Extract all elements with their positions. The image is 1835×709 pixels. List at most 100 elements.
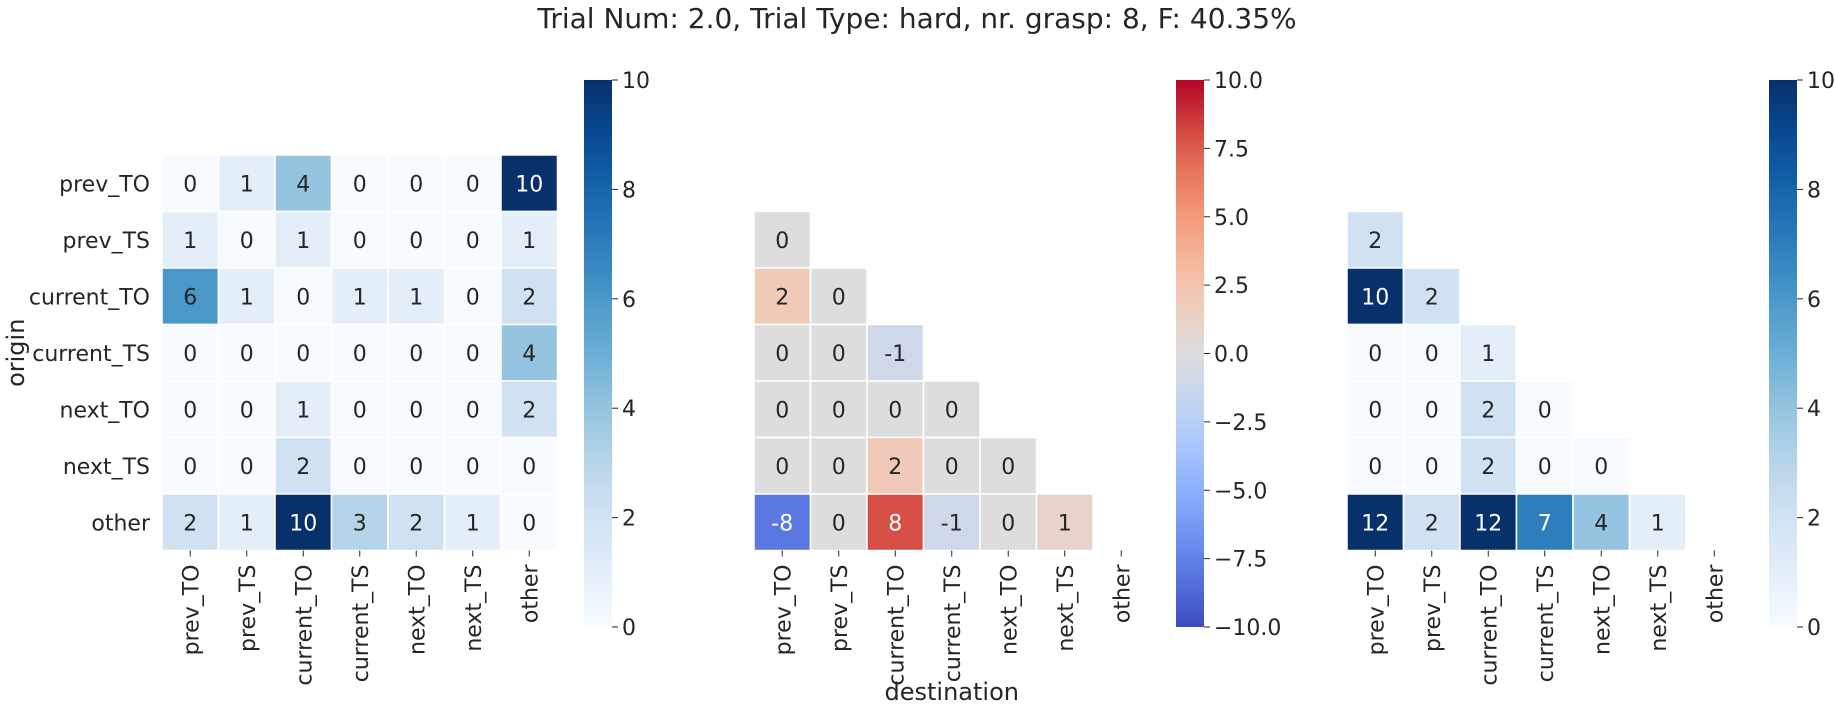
colorbar-tick-label: −2.5 (1214, 411, 1267, 436)
heatmap-cell (809, 493, 868, 552)
colorbar-tick-label: 7.5 (1214, 137, 1249, 162)
column-tick-label: next_TS (1647, 565, 1672, 652)
heatmap-panels: 0 1 4 0 0 0 101 0 1 0 0 0 16 1 0 1 1 0 20 0 0 0 0 0 40 0 1 0 0 0 20 0 2 0… (2, 69, 1835, 706)
y-axis-label: origin (2, 319, 30, 387)
heatmap-cell (809, 267, 868, 326)
cell-value-label: 2 (522, 398, 536, 423)
heatmap-cell (274, 380, 333, 439)
heatmap-cell (443, 493, 502, 552)
cell-value-label: 0 (775, 342, 789, 367)
row-tick-label: next_TO (60, 398, 151, 423)
cell-value-label: -1 (884, 342, 906, 367)
cell-value-label: 0 (1425, 455, 1439, 480)
colorbar-tick-label: 10 (1807, 69, 1835, 94)
cell-value-label: 1 (1481, 342, 1495, 367)
heatmap-cell (330, 267, 389, 326)
column-tick-label: next_TO (405, 565, 430, 656)
colorbar-tick-label: 2 (622, 507, 636, 532)
cell-value-label: 0 (409, 172, 423, 197)
cell-value-label: 0 (409, 455, 423, 480)
column-tick-label: other (518, 564, 543, 624)
cell-value-label: 0 (409, 342, 423, 367)
column-tick-label: prev_TO (179, 565, 204, 656)
cell-value-label: 0 (1368, 398, 1382, 423)
cell-value-label: 4 (296, 172, 310, 197)
cell-value-label: 1 (522, 229, 536, 254)
cell-value-label: 0 (409, 229, 423, 254)
heatmap-cell (1459, 323, 1518, 382)
heatmap-cell (979, 493, 1038, 552)
cell-value-label: 2 (183, 511, 197, 536)
heatmap-cell (500, 493, 559, 552)
heatmap-cell (866, 493, 925, 552)
cell-value-label: 0 (183, 455, 197, 480)
column-tick-label: prev_TS (236, 565, 261, 652)
cell-value-label: 0 (522, 511, 536, 536)
heatmap-cell (500, 323, 559, 382)
cell-value-label: 1 (409, 285, 423, 310)
heatmap-cell (443, 267, 502, 326)
heatmap-cell (753, 493, 812, 552)
heatmap-cell (866, 380, 925, 439)
cell-value-label: 7 (1538, 511, 1552, 536)
column-tick-label: prev_TO (1364, 565, 1389, 656)
cell-value-label: 1 (240, 285, 254, 310)
cell-value-label: 12 (1474, 511, 1502, 536)
heatmap-cell (274, 493, 333, 552)
colorbar-tick-label: 5.0 (1214, 206, 1249, 231)
cell-value-label: 0 (1538, 455, 1552, 480)
cell-value-label: 1 (353, 285, 367, 310)
column-tick-label: prev_TS (1421, 565, 1446, 652)
cell-value-label: 0 (240, 398, 254, 423)
heatmap-cell (330, 493, 389, 552)
heatmap-cell (1346, 493, 1405, 552)
heatmap-panel-1: 0 1 4 0 0 0 101 0 1 0 0 0 16 1 0 1 1 0 20 0 0 0 0 0 40 0 1 0 0 0 20 0 2 0… (2, 69, 650, 686)
heatmap-cell (1515, 380, 1574, 439)
heatmap-cell (161, 380, 220, 439)
heatmap-cell (1402, 267, 1461, 326)
figure-title: Trial Num: 2.0, Trial Type: hard, nr. gr… (536, 2, 1296, 35)
heatmap-cell (217, 436, 276, 495)
cell-value-label: 2 (1425, 511, 1439, 536)
cell-value-label: 0 (240, 342, 254, 367)
cell-value-label: 0 (466, 398, 480, 423)
heatmap-cell (500, 267, 559, 326)
cell-value-label: 1 (1651, 511, 1665, 536)
cell-value-label: 0 (945, 398, 959, 423)
heatmap-cell (387, 267, 446, 326)
heatmap-cell (500, 210, 559, 269)
cell-value-label: 0 (466, 285, 480, 310)
colorbar (1176, 80, 1204, 627)
heatmap-cell (443, 154, 502, 213)
cell-value-label: 3 (353, 511, 367, 536)
cell-value-label: 0 (296, 285, 310, 310)
cell-value-label: 0 (775, 229, 789, 254)
cell-value-label: 2 (1481, 398, 1495, 423)
heatmap-cell (161, 210, 220, 269)
heatmap-cell (1402, 493, 1461, 552)
cell-value-label: -8 (771, 511, 793, 536)
cell-value-label: 1 (240, 172, 254, 197)
colorbar-tick-label: 6 (622, 288, 636, 313)
colorbar-tick-label: 8 (622, 178, 636, 203)
cell-value-label: 0 (240, 229, 254, 254)
heatmap-cell (979, 436, 1038, 495)
colorbar-tick-label: −10.0 (1214, 616, 1281, 641)
heatmap-cell (1459, 436, 1518, 495)
heatmap-cell (387, 436, 446, 495)
colorbar-tick-label: −5.0 (1214, 479, 1267, 504)
heatmap-cell (1346, 323, 1405, 382)
cell-value-label: 0 (1001, 455, 1015, 480)
cell-value-label: 2 (296, 455, 310, 480)
colorbar-tick-label: 2 (1807, 507, 1821, 532)
heatmap-cell (1459, 380, 1518, 439)
heatmap-cell (217, 154, 276, 213)
cell-value-label: 0 (240, 455, 254, 480)
cell-value-label: -1 (941, 511, 963, 536)
heatmap-cell (753, 380, 812, 439)
heatmap-cell (217, 323, 276, 382)
cell-value-label: 1 (1058, 511, 1072, 536)
heatmap-cell (753, 323, 812, 382)
cell-value-label: 1 (240, 511, 254, 536)
cell-value-label: 2 (1368, 229, 1382, 254)
